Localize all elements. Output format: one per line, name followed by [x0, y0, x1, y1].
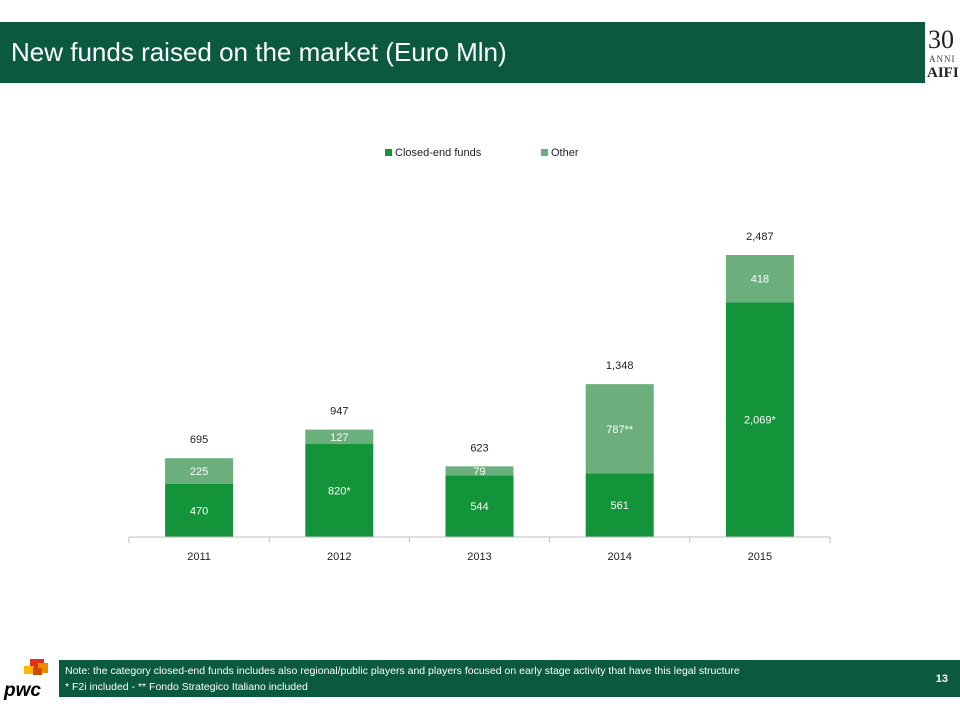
legend-swatch-1 [385, 149, 392, 156]
bar-other-2012 [305, 429, 374, 445]
total-label-2015: 2,487 [746, 231, 774, 243]
x-tick-label-2015: 2015 [748, 551, 772, 563]
data-label-other-2014: 787** [606, 424, 634, 436]
bar-other-2015 [725, 255, 794, 303]
x-tick-label-2014: 2014 [607, 551, 631, 563]
aifi-logo-name: AIFI [927, 65, 959, 81]
bar-other-2013 [445, 466, 514, 476]
bar-closed-end-2012 [305, 444, 374, 537]
data-label-closed-end-2015: 2,069* [744, 415, 777, 427]
x-tick-label-2012: 2012 [327, 551, 351, 563]
pwc-logo: pwc [0, 656, 58, 702]
pwc-logo-text: pwc [3, 680, 41, 701]
data-label-closed-end-2012: 820* [328, 486, 351, 498]
aifi-logo: 30 ANNI AIFI [925, 22, 960, 83]
total-label-2012: 947 [330, 406, 348, 418]
total-label-2013: 623 [470, 442, 488, 454]
data-label-other-2011: 225 [190, 466, 208, 478]
legend-swatch-2 [541, 149, 548, 156]
bar-closed-end-2015 [725, 302, 794, 537]
bar-other-2011 [165, 458, 234, 484]
footer-bar: Note: the category closed-end funds incl… [59, 660, 960, 697]
legend-label-1: Closed-end funds [395, 147, 482, 159]
title-bar: New funds raised on the market (Euro Mln… [0, 22, 925, 83]
x-tick-label-2013: 2013 [467, 551, 491, 563]
bar-closed-end-2011 [165, 483, 234, 537]
stacked-bar-chart: Closed-end funds Other 470 225 695 2011 820* 12… [128, 147, 831, 563]
data-label-other-2015: 418 [751, 274, 769, 286]
data-label-other-2013: 79 [473, 466, 485, 478]
x-tick-label-2011: 2011 [187, 551, 211, 563]
note-line-1: Note: the category closed-end funds incl… [65, 665, 740, 677]
bar-closed-end-2014 [585, 473, 654, 537]
legend-label-2: Other [551, 147, 579, 159]
aifi-logo-subtitle: ANNI [929, 54, 956, 64]
data-label-closed-end-2013: 544 [470, 501, 488, 513]
bar-closed-end-2013 [445, 475, 514, 537]
data-label-closed-end-2014: 561 [611, 500, 629, 512]
aifi-logo-number: 30 [928, 25, 954, 54]
data-label-closed-end-2011: 470 [190, 505, 208, 517]
total-label-2011: 695 [190, 434, 208, 446]
footer-note: Note: the category closed-end funds incl… [65, 663, 740, 695]
note-line-2: * F2i included - ** Fondo Strategico Ita… [65, 681, 308, 693]
data-label-other-2012: 127 [330, 432, 348, 444]
page-number: 13 [935, 673, 948, 685]
bar-other-2014 [585, 384, 654, 474]
total-label-2014: 1,348 [606, 360, 634, 372]
page-title: New funds raised on the market (Euro Mln… [11, 37, 507, 67]
